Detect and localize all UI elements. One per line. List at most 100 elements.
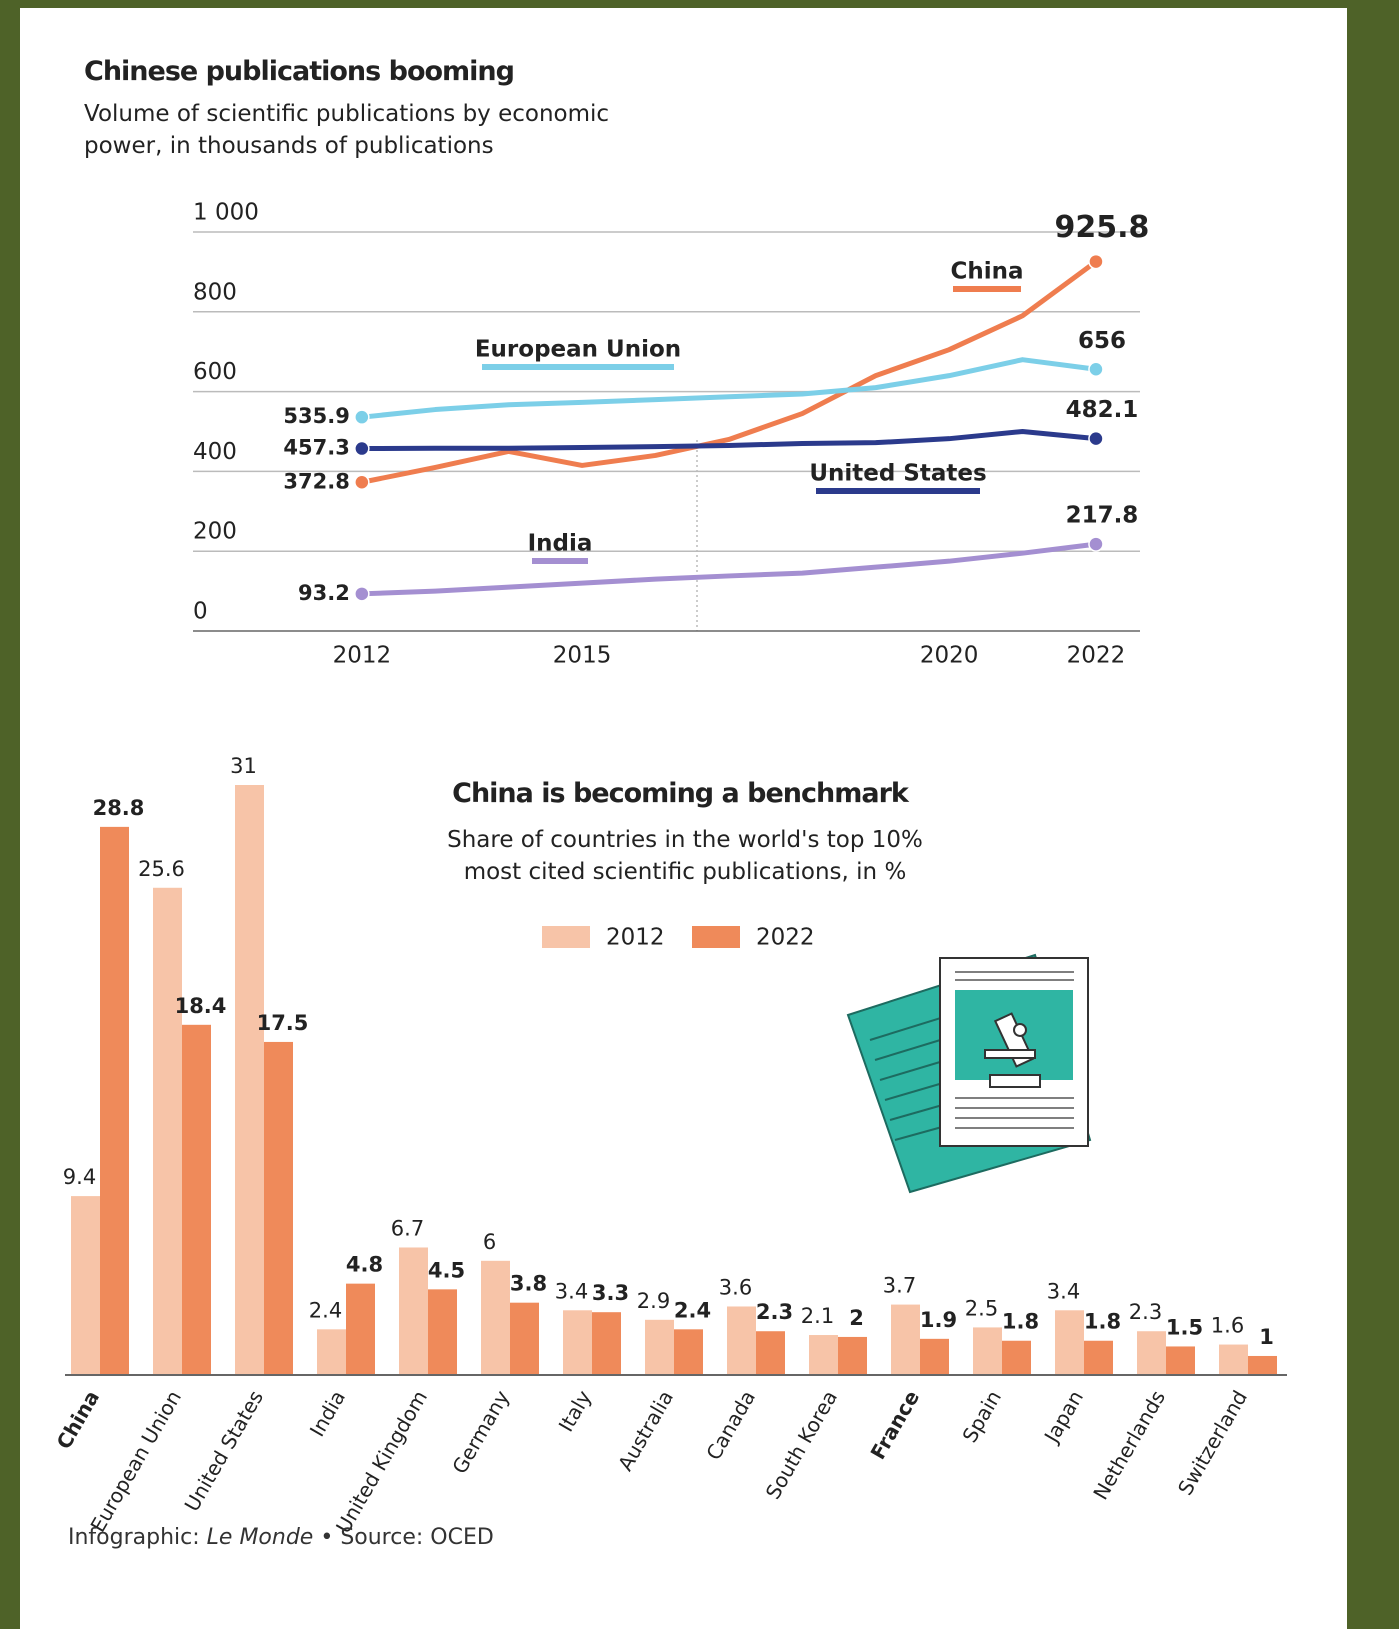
bar <box>1219 1344 1248 1375</box>
end-point <box>354 440 370 457</box>
bar <box>510 1302 539 1375</box>
bar <box>1166 1346 1195 1375</box>
value-label: 1.9 <box>920 1308 957 1332</box>
y-tick-label: 800 <box>193 279 237 305</box>
bar <box>920 1338 949 1375</box>
series-label: India <box>528 531 593 557</box>
bar <box>346 1283 375 1375</box>
value-label: 656 <box>1078 328 1126 354</box>
value-label: 25.6 <box>138 857 185 881</box>
chart-title: China is becoming a benchmark <box>452 778 909 809</box>
value-label: 1.5 <box>1166 1315 1203 1339</box>
value-label: 2.5 <box>965 1296 998 1320</box>
bar <box>235 785 264 1375</box>
series-label: China <box>950 259 1023 285</box>
legend-label: 2022 <box>756 925 815 951</box>
bar <box>1055 1310 1084 1375</box>
bar <box>264 1041 293 1375</box>
end-point <box>1088 430 1104 447</box>
value-label: 3.4 <box>555 1279 588 1303</box>
value-label: 2.4 <box>309 1298 342 1322</box>
series-swatch <box>532 558 588 564</box>
value-label: 28.8 <box>93 796 145 820</box>
value-label: 925.8 <box>1055 210 1150 245</box>
end-point <box>354 586 370 602</box>
series-label: European Union <box>475 337 681 363</box>
bar <box>809 1335 838 1375</box>
legend-swatch <box>692 926 740 948</box>
x-tick-label: 2015 <box>553 643 612 669</box>
value-label: 3.8 <box>510 1272 547 1296</box>
end-point <box>354 409 370 425</box>
end-point <box>1088 253 1104 270</box>
x-tick-label: 2012 <box>333 643 392 669</box>
value-label: 93.2 <box>298 581 350 605</box>
value-label: 18.4 <box>175 994 227 1018</box>
chart-subtitle: Volume of scientific publications by eco… <box>84 101 610 159</box>
line <box>361 541 1097 597</box>
value-label: 217.8 <box>1066 503 1139 529</box>
bar <box>71 1196 100 1375</box>
value-label: 2.9 <box>637 1289 670 1313</box>
legend-swatch <box>542 926 590 948</box>
bar <box>645 1319 674 1375</box>
end-point <box>1088 361 1104 378</box>
illustration <box>846 953 1092 1194</box>
bar <box>1002 1340 1031 1375</box>
value-label: 17.5 <box>257 1011 309 1035</box>
bar <box>399 1247 428 1375</box>
value-label: 535.9 <box>283 404 349 428</box>
bar <box>674 1329 703 1375</box>
bar <box>727 1306 756 1375</box>
y-tick-label: 1 000 <box>193 200 259 226</box>
value-label: 2.3 <box>756 1300 793 1324</box>
series-swatch <box>482 364 674 370</box>
bar <box>563 1310 592 1375</box>
value-label: 9.4 <box>63 1165 96 1189</box>
legend-label: 2012 <box>606 925 665 951</box>
publisher: Le Monde <box>206 1525 314 1550</box>
series-label: United States <box>809 461 986 487</box>
value-label: 3.3 <box>592 1281 629 1305</box>
end-point <box>354 474 370 491</box>
chart-title: Chinese publications booming <box>84 56 515 87</box>
value-label: 2.1 <box>801 1304 834 1328</box>
series-swatch <box>816 488 980 494</box>
panel <box>20 8 1347 1629</box>
y-tick-label: 600 <box>193 359 237 385</box>
bar <box>1248 1355 1277 1375</box>
bar <box>481 1260 510 1375</box>
x-tick-label: 2022 <box>1067 643 1126 669</box>
end-point <box>1088 536 1104 552</box>
value-label: 3.7 <box>883 1274 916 1298</box>
chart-subtitle: Share of countries in the world's top 10… <box>447 827 923 885</box>
value-label: 1 <box>1259 1325 1274 1349</box>
value-label: 4.8 <box>346 1253 383 1277</box>
value-label: 2 <box>849 1306 864 1330</box>
value-label: 2.4 <box>674 1298 711 1322</box>
line <box>361 429 1097 452</box>
value-label: 3.6 <box>719 1275 752 1299</box>
bar <box>1137 1331 1166 1375</box>
value-label: 1.6 <box>1211 1314 1244 1338</box>
x-tick-label: 2020 <box>920 643 979 669</box>
y-tick-label: 200 <box>193 519 237 545</box>
value-label: 6.7 <box>391 1216 424 1240</box>
separator: • <box>320 1525 334 1550</box>
bar <box>756 1331 785 1375</box>
bar <box>592 1312 621 1375</box>
bar <box>891 1304 920 1375</box>
bar <box>838 1336 867 1375</box>
bar <box>153 887 182 1375</box>
value-label: 482.1 <box>1066 397 1139 423</box>
line <box>361 259 1098 485</box>
value-label: 31 <box>230 754 257 778</box>
y-tick-label: 0 <box>193 599 208 625</box>
bar <box>973 1327 1002 1375</box>
credit-label: Infographic: <box>68 1525 200 1550</box>
series-swatch <box>953 286 1021 292</box>
value-label: 4.5 <box>428 1258 465 1282</box>
value-label: 457.3 <box>283 436 349 460</box>
value-label: 372.8 <box>283 469 349 493</box>
